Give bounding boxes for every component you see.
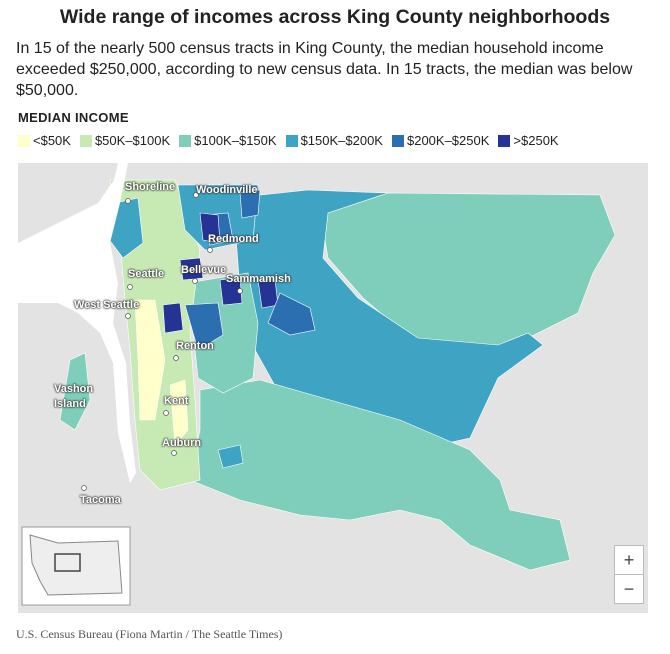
legend-swatch <box>79 134 92 147</box>
place-label: Renton <box>176 340 214 352</box>
region <box>169 379 189 446</box>
region <box>179 257 204 281</box>
legend-label: $150K–$200K <box>300 133 383 148</box>
zoom-out-button[interactable]: − <box>614 574 644 604</box>
place-label: Seattle <box>128 268 165 280</box>
map-canvas <box>18 163 616 606</box>
legend-label: >$250K <box>513 133 559 148</box>
region <box>184 302 224 351</box>
legend-label: $50K–$100K <box>94 133 171 148</box>
tracts <box>59 179 616 571</box>
region <box>134 299 166 421</box>
zoom-in-button[interactable]: + <box>614 545 644 575</box>
place-label: Auburn <box>162 437 202 449</box>
legend-swatch <box>18 134 30 147</box>
legend-item: $200K–$250K <box>391 133 490 148</box>
inset <box>21 526 131 606</box>
legend-label: <$50K <box>33 133 71 148</box>
region <box>199 212 221 244</box>
place-label: Bellevue <box>181 264 227 276</box>
place-label: West Seattle <box>74 299 140 311</box>
place-label: Kent <box>164 395 189 407</box>
legend-item: $100K–$150K <box>179 133 277 148</box>
title: Wide range of incomes across King County… <box>59 6 611 28</box>
legend-item: $50K–$100K <box>79 133 171 148</box>
subtitle: In 15 of the nearly 500 census tracts in… <box>16 40 633 99</box>
place-label: Woodinville <box>196 184 258 196</box>
legend-label: $100K–$150K <box>194 133 277 148</box>
region <box>59 352 91 431</box>
legend-swatch <box>285 134 298 147</box>
region <box>219 277 243 306</box>
region <box>217 444 244 469</box>
region <box>189 379 571 571</box>
region <box>317 192 616 359</box>
legend-item: >$250K <box>498 133 559 148</box>
legend-label: $200K–$250K <box>406 133 490 148</box>
place-label: Sammamish <box>226 273 291 285</box>
map: Shoreline Woodinville Redmond Seattle Be… <box>18 163 648 613</box>
place-label: Redmond <box>208 233 259 245</box>
region <box>239 189 261 219</box>
region <box>267 292 316 336</box>
region <box>162 302 184 334</box>
legend-swatch <box>179 134 192 147</box>
legend-title: MEDIAN INCOME <box>18 110 129 125</box>
place-label: Shoreline <box>125 181 176 193</box>
legend-swatch <box>391 134 404 147</box>
legend: <$50K $50K–$100K $100K–$150K $150K–$200K $20… <box>18 133 559 148</box>
water <box>18 163 136 483</box>
legend-item: <$50K <box>18 133 71 148</box>
legend-item: $150K–$200K <box>285 133 383 148</box>
place-dots <box>81 192 243 491</box>
place-label: Vashon Island <box>54 383 94 410</box>
place-label: Tacoma <box>80 494 121 506</box>
legend-swatch <box>498 134 511 147</box>
source: U.S. Census Bureau (Fiona Martin / The S… <box>16 627 283 641</box>
